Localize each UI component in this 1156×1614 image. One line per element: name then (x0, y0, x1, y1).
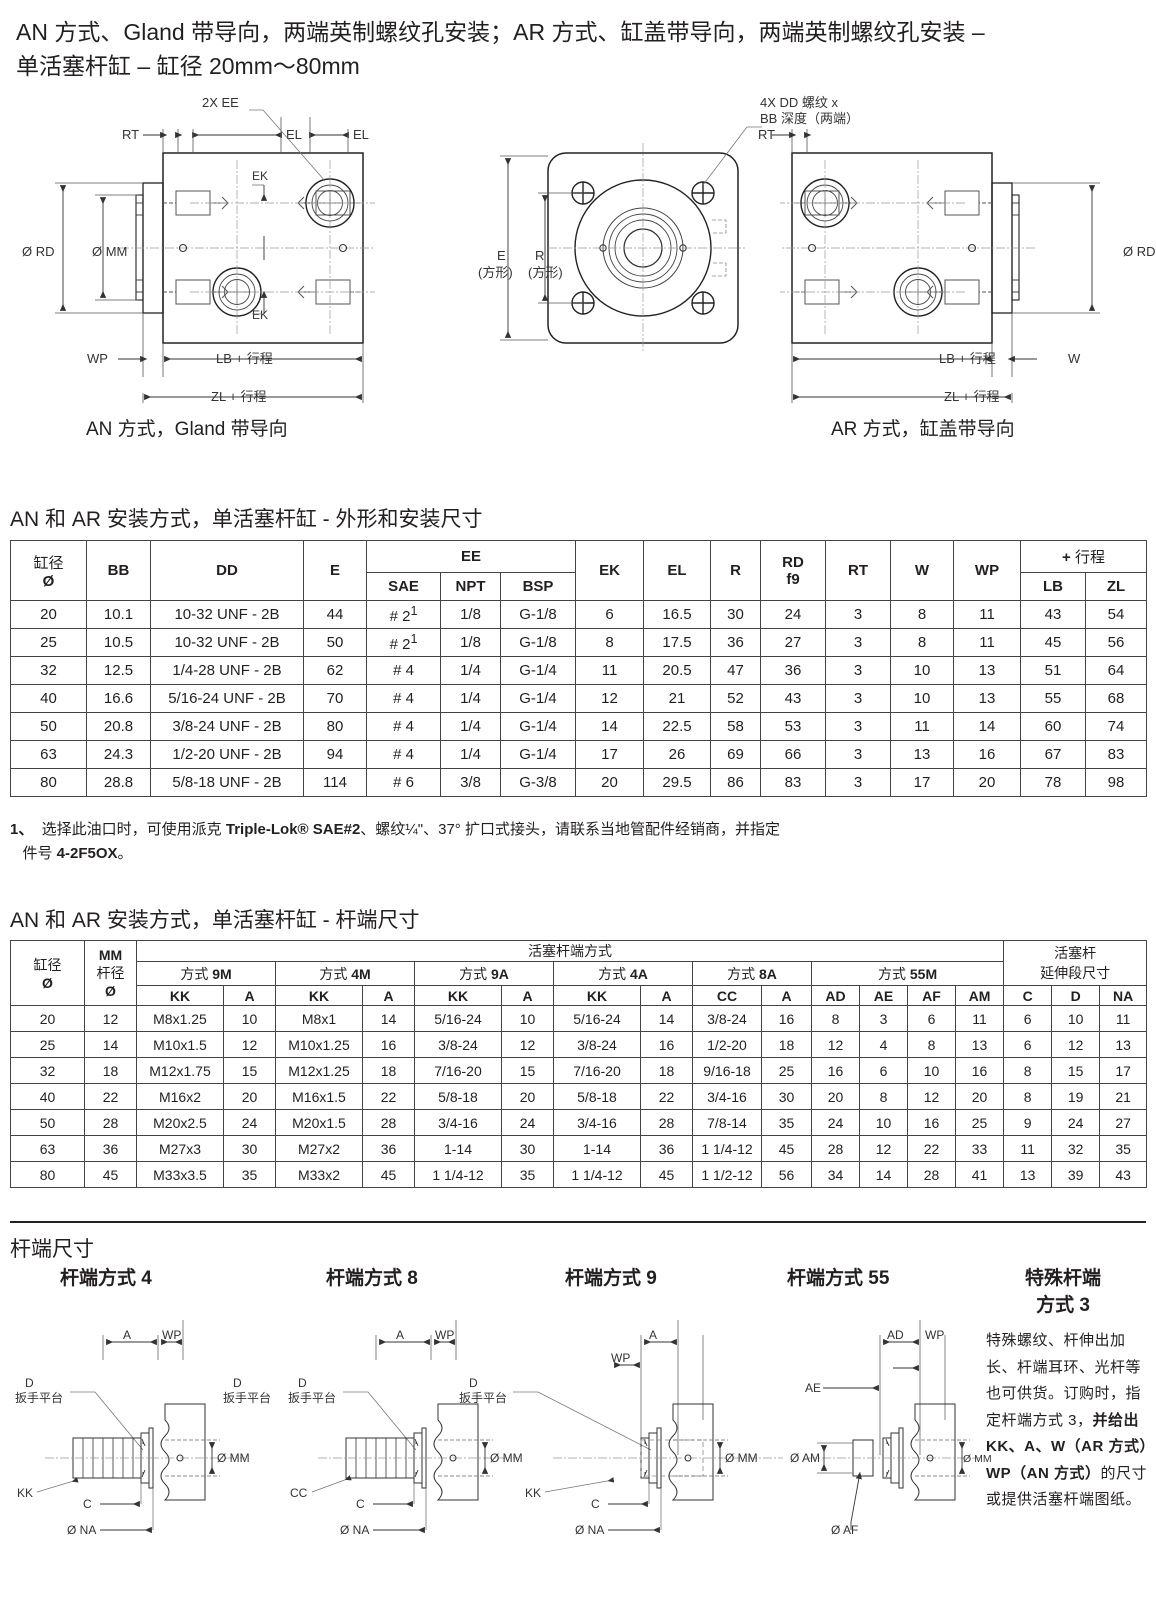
svg-text:C: C (591, 1497, 600, 1511)
svg-text:A: A (123, 1328, 131, 1342)
svg-text:EK: EK (252, 169, 268, 183)
svg-text:KK: KK (17, 1486, 33, 1500)
svg-text:2X EE: 2X EE (202, 95, 239, 110)
svg-text:ZL + 行程: ZL + 行程 (944, 389, 1000, 404)
svg-text:AR 方式，缸盖带导向: AR 方式，缸盖带导向 (831, 418, 1015, 440)
svg-text:CC: CC (290, 1486, 308, 1500)
svg-text:LB + 行程: LB + 行程 (216, 351, 273, 366)
svg-text:C: C (356, 1497, 365, 1511)
svg-text:扳手平台: 扳手平台 (288, 1390, 336, 1405)
svg-text:D: D (25, 1376, 34, 1390)
svg-text:Ø AM: Ø AM (790, 1451, 820, 1465)
svg-text:Ø MM: Ø MM (725, 1451, 758, 1465)
svg-text:A: A (396, 1328, 404, 1342)
svg-text:WP: WP (87, 351, 108, 366)
svg-text:ZL + 行程: ZL + 行程 (211, 389, 267, 404)
svg-text:Ø AF: Ø AF (831, 1523, 858, 1537)
svg-text:LB + 行程: LB + 行程 (939, 351, 996, 366)
svg-text:扳手平台: 扳手平台 (223, 1390, 271, 1405)
svg-text:扳手平台: 扳手平台 (15, 1390, 63, 1405)
svg-text:AN 方式，Gland 带导向: AN 方式，Gland 带导向 (86, 418, 288, 440)
svg-text:4X DD 螺纹 x: 4X DD 螺纹 x (760, 95, 839, 110)
svg-text:WP: WP (435, 1328, 454, 1342)
svg-text:RT: RT (122, 127, 139, 142)
svg-text:WP: WP (162, 1328, 181, 1342)
svg-text:Ø RD: Ø RD (22, 244, 55, 259)
svg-text:R: R (535, 248, 544, 263)
svg-text:RT: RT (758, 127, 775, 142)
svg-text:EL: EL (286, 127, 302, 142)
svg-text:Ø MM: Ø MM (490, 1451, 523, 1465)
svg-text:Ø NA: Ø NA (67, 1523, 96, 1537)
svg-text:BB 深度（两端）: BB 深度（两端） (760, 111, 859, 126)
svg-text:W: W (1068, 351, 1081, 366)
svg-text:D: D (469, 1376, 478, 1390)
svg-text:Ø MM: Ø MM (92, 244, 127, 259)
svg-text:D: D (298, 1376, 307, 1390)
svg-text:扳手平台: 扳手平台 (459, 1390, 507, 1405)
svg-text:WP: WP (611, 1351, 630, 1365)
svg-text:Ø NA: Ø NA (575, 1523, 604, 1537)
svg-text:KK: KK (525, 1486, 541, 1500)
svg-text:AE: AE (805, 1381, 821, 1395)
svg-text:(方形): (方形) (478, 265, 513, 280)
svg-text:D: D (233, 1376, 242, 1390)
svg-text:Ø NA: Ø NA (340, 1523, 369, 1537)
svg-text:E: E (497, 248, 506, 263)
svg-text:(方形): (方形) (528, 265, 563, 280)
svg-text:AD: AD (887, 1328, 904, 1342)
svg-text:C: C (83, 1497, 92, 1511)
svg-text:A: A (649, 1328, 657, 1342)
svg-text:Ø RD: Ø RD (1123, 244, 1156, 259)
svg-text:EK: EK (252, 308, 268, 322)
svg-text:WP: WP (925, 1328, 944, 1342)
svg-text:Ø MM: Ø MM (217, 1451, 250, 1465)
svg-text:EL: EL (353, 127, 369, 142)
